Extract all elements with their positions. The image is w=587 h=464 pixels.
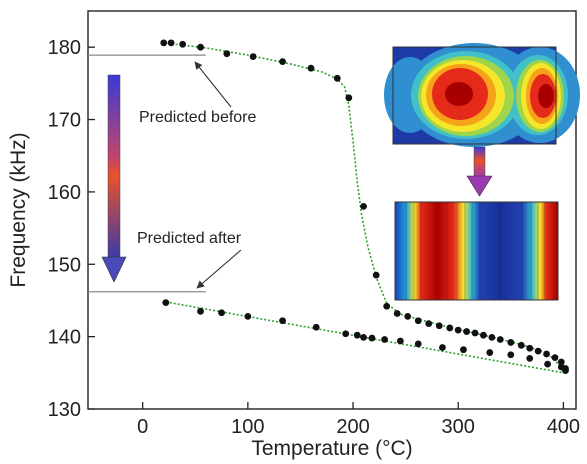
data-point (496, 336, 504, 343)
data-point (197, 307, 204, 315)
data-point (279, 58, 286, 66)
y-tick-label: 160 (48, 182, 81, 204)
data-point (167, 39, 175, 47)
y-tick-label: 150 (48, 254, 81, 276)
data-point (179, 40, 187, 48)
data-point (557, 358, 565, 366)
data-point (249, 53, 257, 60)
predicted-level-lines (88, 54, 206, 293)
data-point (454, 326, 462, 334)
data-point (312, 323, 320, 331)
data-point (486, 349, 494, 356)
data-point (562, 367, 569, 375)
data-point (345, 94, 353, 102)
data-point (471, 329, 479, 337)
data-point (342, 330, 350, 338)
data-point (507, 351, 515, 359)
y-tick-label: 130 (48, 399, 81, 421)
data-point (279, 317, 286, 325)
data-point (526, 344, 534, 352)
data-point (526, 354, 534, 362)
x-tick-label: 400 (547, 416, 580, 438)
data-point (353, 331, 361, 339)
inset-mode-shape-before (384, 43, 580, 147)
data-point (383, 302, 391, 310)
inset-transition-arrow (466, 146, 493, 197)
data-point (480, 331, 487, 339)
data-point (396, 337, 404, 345)
data-point (425, 320, 433, 328)
data-point (488, 333, 496, 341)
y-tick-label: 170 (48, 110, 81, 132)
data-point (534, 347, 542, 355)
y-tick-label: 180 (48, 37, 81, 59)
y-axis-title: Frequency (kHz) (7, 132, 30, 287)
data-point (460, 346, 467, 354)
frequency-drop-arrow (101, 74, 127, 283)
data-points (160, 39, 569, 375)
data-point (414, 317, 422, 325)
data-point (517, 341, 525, 349)
x-axis-title: Temperature (°C) (251, 437, 412, 460)
y-axis-ticks: 130 140 150 160 170 180 (48, 37, 95, 421)
data-point (446, 324, 454, 332)
data-point (393, 310, 401, 317)
data-point (162, 299, 170, 307)
x-tick-label: 100 (231, 416, 264, 438)
x-tick-label: 200 (336, 416, 369, 438)
data-point (360, 333, 367, 341)
data-point (544, 360, 552, 368)
data-point (218, 309, 225, 317)
data-point (404, 312, 412, 320)
data-point (372, 271, 380, 279)
data-point (414, 340, 422, 348)
annotation-predicted-after: Predicted after (137, 230, 242, 289)
data-point (223, 50, 231, 58)
predicted-after-label: Predicted after (137, 230, 242, 247)
annotation-predicted-before: Predicted before (139, 61, 257, 126)
data-point (160, 39, 168, 47)
fit-curve-1 (163, 42, 564, 370)
x-tick-label: 300 (442, 416, 475, 438)
data-point (543, 350, 550, 358)
data-point (244, 312, 252, 320)
data-point (368, 334, 376, 342)
data-point (381, 336, 388, 343)
data-point (360, 202, 367, 210)
predicted-before-label: Predicted before (139, 109, 257, 126)
data-point (197, 43, 204, 51)
x-tick-label: 0 (137, 416, 148, 438)
data-point (551, 354, 559, 362)
x-axis-ticks: 0 100 200 300 400 (137, 402, 580, 438)
data-point (435, 322, 443, 330)
y-tick-label: 140 (48, 327, 81, 349)
data-point (507, 339, 515, 346)
inset-mode-shape-after (394, 201, 559, 301)
plot-area (87, 10, 577, 410)
data-point (333, 74, 341, 82)
data-point (463, 328, 471, 335)
data-point (307, 64, 315, 72)
data-point (439, 344, 446, 351)
